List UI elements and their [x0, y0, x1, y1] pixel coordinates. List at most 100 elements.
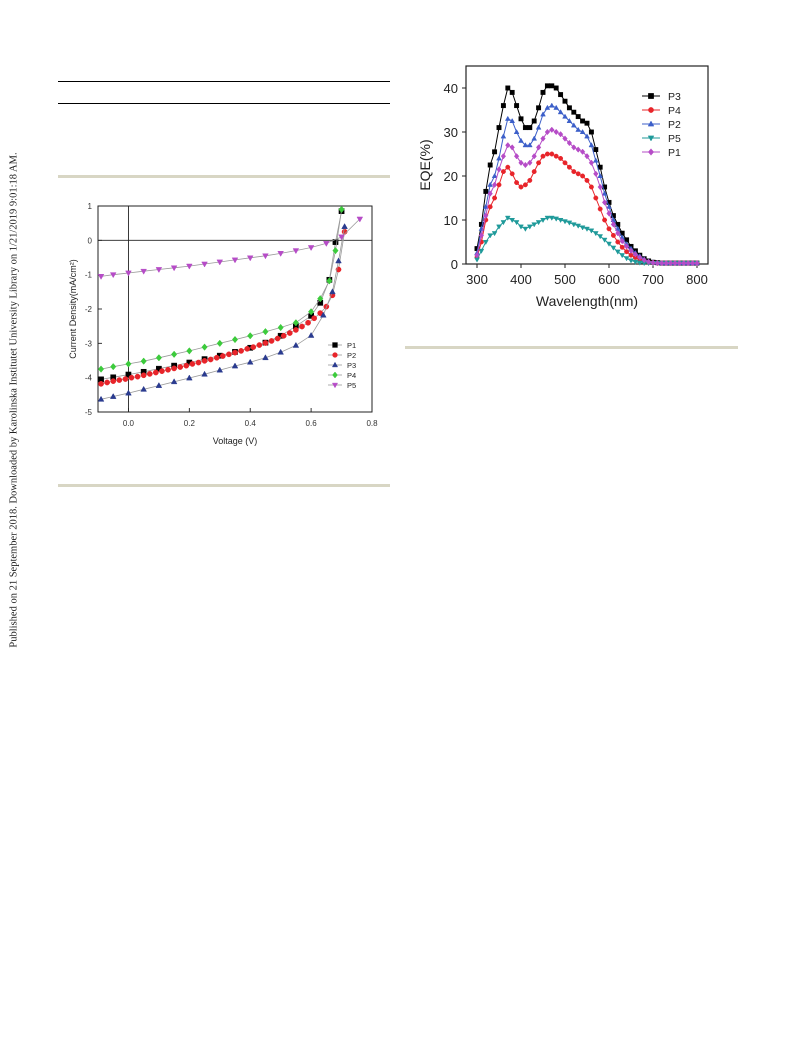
data-point: [562, 98, 568, 104]
data-point: [492, 149, 498, 155]
data-point: [155, 354, 162, 362]
data-point: [619, 244, 625, 250]
x-tick-label: 0.8: [366, 419, 378, 428]
data-point: [195, 359, 202, 366]
data-point: [226, 351, 232, 358]
data-point: [140, 357, 147, 365]
legend-label-p3: P3: [347, 361, 356, 370]
data-point: [575, 223, 582, 229]
data-point: [201, 357, 208, 364]
y-axis-label: EQE(%): [417, 139, 433, 190]
table-bottom-rule: [58, 103, 390, 105]
data-point: [216, 366, 224, 373]
data-point: [522, 125, 528, 131]
legend-label-p1: P1: [347, 341, 356, 350]
data-point: [186, 263, 193, 270]
data-point: [219, 353, 226, 359]
y-tick-label: 10: [444, 213, 458, 228]
data-point: [571, 109, 577, 115]
data-point: [558, 92, 564, 98]
data-point: [632, 259, 639, 265]
data-point: [588, 159, 595, 166]
data-point: [514, 103, 520, 109]
legend-label-p5: P5: [668, 133, 681, 145]
data-point: [504, 115, 511, 121]
legend-marker: [648, 107, 654, 113]
data-point: [531, 135, 538, 141]
data-point: [155, 267, 163, 274]
data-point: [238, 348, 244, 354]
data-point: [558, 155, 564, 161]
x-tick-label: 600: [598, 272, 620, 287]
legend-label-p5: P5: [347, 381, 356, 390]
data-point: [584, 133, 590, 139]
data-point: [518, 184, 524, 190]
legend-marker: [647, 120, 655, 127]
data-point: [474, 252, 480, 259]
data-point: [592, 157, 599, 163]
data-point: [487, 204, 493, 210]
data-point: [125, 389, 132, 396]
data-point: [535, 144, 542, 151]
data-point: [562, 113, 568, 119]
data-point: [338, 234, 345, 241]
data-point: [548, 102, 555, 108]
data-point: [165, 366, 171, 373]
data-point: [505, 85, 511, 91]
data-point: [109, 393, 117, 399]
data-point: [513, 153, 520, 160]
data-point: [216, 259, 224, 266]
data-point: [566, 105, 572, 111]
data-point: [482, 239, 489, 246]
data-point: [305, 319, 311, 326]
data-point: [299, 323, 305, 330]
data-point: [535, 220, 542, 226]
data-point: [593, 195, 599, 201]
figure-bottom-divider: [58, 484, 390, 487]
series-p4: [474, 151, 700, 266]
data-point: [610, 232, 616, 238]
data-point: [531, 169, 537, 175]
data-point: [292, 341, 300, 348]
data-point: [509, 144, 515, 151]
x-tick-label: 0.6: [306, 419, 318, 428]
data-point: [623, 243, 630, 250]
data-point: [571, 169, 577, 175]
data-point: [97, 395, 105, 402]
data-point: [579, 128, 586, 135]
y-tick-label: -1: [85, 271, 93, 280]
data-point: [624, 249, 630, 255]
data-point: [509, 89, 515, 95]
series-line-p4: [476, 153, 697, 264]
data-point: [155, 382, 163, 388]
y-tick-label: 20: [444, 169, 458, 184]
data-point: [575, 146, 581, 153]
data-point: [189, 361, 196, 367]
legend-marker: [331, 361, 339, 368]
data-point: [478, 232, 485, 239]
data-point: [549, 126, 555, 133]
data-point: [509, 171, 515, 177]
data-point: [513, 220, 520, 226]
data-point: [201, 343, 208, 351]
data-point: [500, 220, 507, 226]
data-point: [292, 248, 300, 255]
y-tick-label: -3: [85, 339, 93, 348]
data-point: [584, 177, 590, 183]
data-point: [326, 277, 333, 285]
data-point: [292, 319, 299, 327]
data-point: [125, 360, 132, 368]
series-p3: [474, 83, 700, 266]
x-tick-label: 300: [466, 272, 488, 287]
data-point: [676, 259, 683, 267]
data-point: [531, 153, 537, 160]
data-point: [505, 142, 511, 149]
y-tick-label: 40: [444, 81, 458, 96]
data-point: [549, 83, 555, 89]
y-tick-label: 0: [88, 236, 93, 245]
data-point: [540, 111, 546, 117]
data-point: [584, 153, 590, 160]
data-point: [575, 171, 581, 177]
data-point: [277, 251, 284, 257]
data-point: [216, 339, 223, 347]
